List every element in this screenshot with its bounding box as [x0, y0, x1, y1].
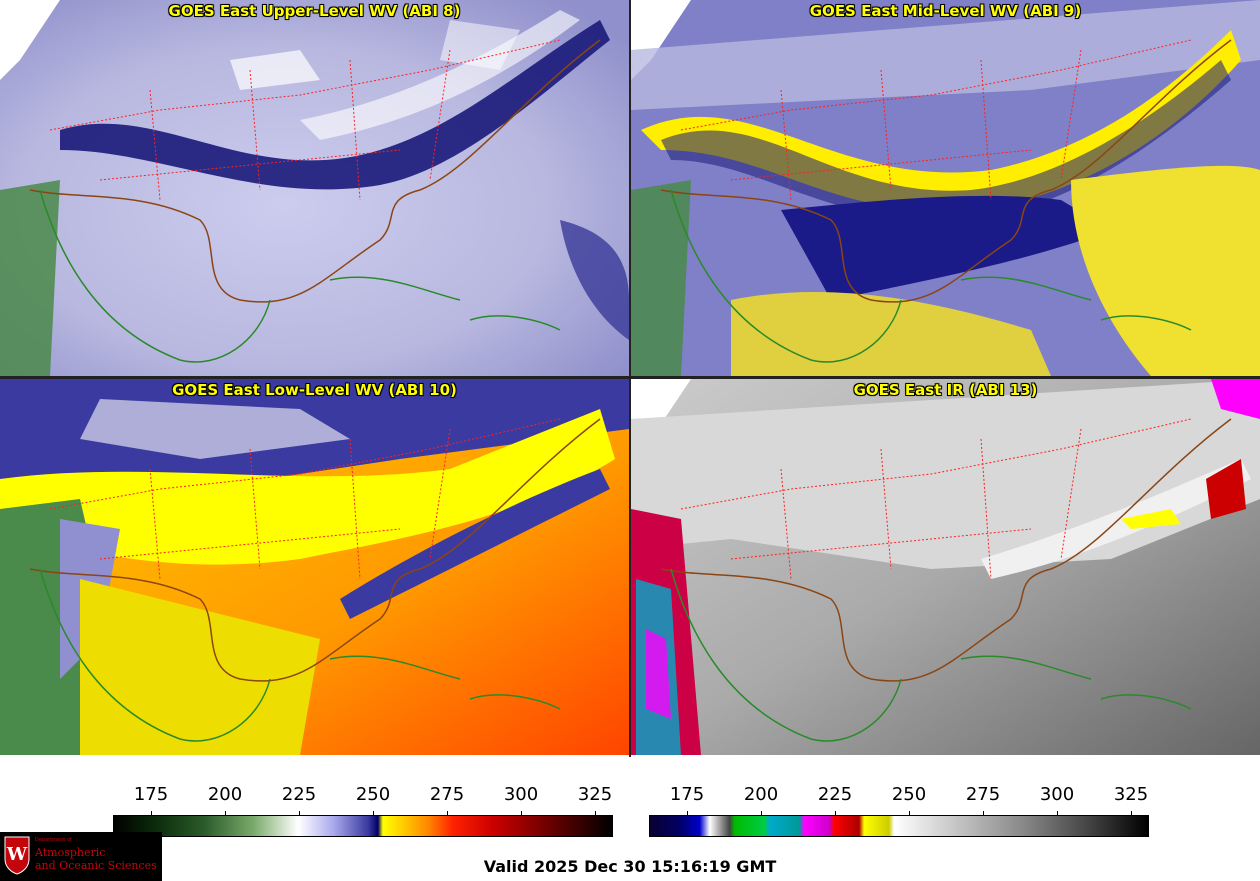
ir-tick-label: 225	[817, 784, 853, 805]
valid-time: Valid 2025 Dec 30 15:16:19 GMT	[483, 857, 777, 876]
logo-line1: Atmospheric	[35, 846, 106, 859]
wv-tick-label: 225	[281, 784, 317, 805]
wv-tick-label: 175	[133, 784, 169, 805]
panel-mid-level-wv: GOES East Mid-Level WV (ABI 9)	[631, 0, 1260, 376]
ir-image	[631, 379, 1260, 755]
wv-tick-mark	[299, 811, 300, 816]
wv-colorbar	[113, 815, 613, 837]
wv-tick-mark	[151, 811, 152, 816]
ir-tick-label: 250	[891, 784, 927, 805]
ir-tick-mark	[983, 811, 984, 816]
ir-colorbar	[649, 815, 1149, 837]
ir-tick-mark	[687, 811, 688, 816]
low-level-wv-image	[0, 379, 629, 755]
seal-letter: W	[6, 844, 28, 865]
wv-tick-label: 275	[429, 784, 465, 805]
logo-department: Department of	[35, 837, 72, 843]
wv-tick-label: 300	[503, 784, 539, 805]
ir-tick-label: 325	[1113, 784, 1149, 805]
upper-level-wv-image	[0, 0, 629, 376]
panel-low-level-wv: GOES East Low-Level WV (ABI 10)	[0, 379, 629, 755]
ir-tick-mark	[1131, 811, 1132, 816]
logo-line2: and Oceanic Sciences	[35, 859, 157, 872]
ir-tick-label: 275	[965, 784, 1001, 805]
wv-tick-mark	[447, 811, 448, 816]
panel-title: GOES East Low-Level WV (ABI 10)	[172, 381, 457, 399]
uw-seal-icon: W	[4, 836, 30, 875]
panel-title: GOES East Upper-Level WV (ABI 8)	[168, 2, 461, 20]
ir-tick-mark	[835, 811, 836, 816]
panel-ir: GOES East IR (ABI 13)	[631, 379, 1260, 755]
ir-tick-label: 300	[1039, 784, 1075, 805]
panel-title: GOES East IR (ABI 13)	[853, 381, 1038, 399]
wv-tick-mark	[595, 811, 596, 816]
panel-title: GOES East Mid-Level WV (ABI 9)	[809, 2, 1082, 20]
horizontal-divider	[0, 376, 1260, 379]
aos-logo: W Department of Atmospheric and Oceanic …	[0, 832, 162, 881]
wv-tick-label: 250	[355, 784, 391, 805]
wv-tick-label: 325	[577, 784, 613, 805]
ir-tick-label: 200	[743, 784, 779, 805]
wv-tick-mark	[225, 811, 226, 816]
wv-tick-mark	[373, 811, 374, 816]
ir-tick-label: 175	[669, 784, 705, 805]
mid-level-wv-image	[631, 0, 1260, 376]
wv-tick-mark	[521, 811, 522, 816]
wv-tick-label: 200	[207, 784, 243, 805]
ir-tick-mark	[909, 811, 910, 816]
ir-tick-mark	[1057, 811, 1058, 816]
panel-upper-level-wv: GOES East Upper-Level WV (ABI 8)	[0, 0, 629, 376]
ir-tick-mark	[761, 811, 762, 816]
